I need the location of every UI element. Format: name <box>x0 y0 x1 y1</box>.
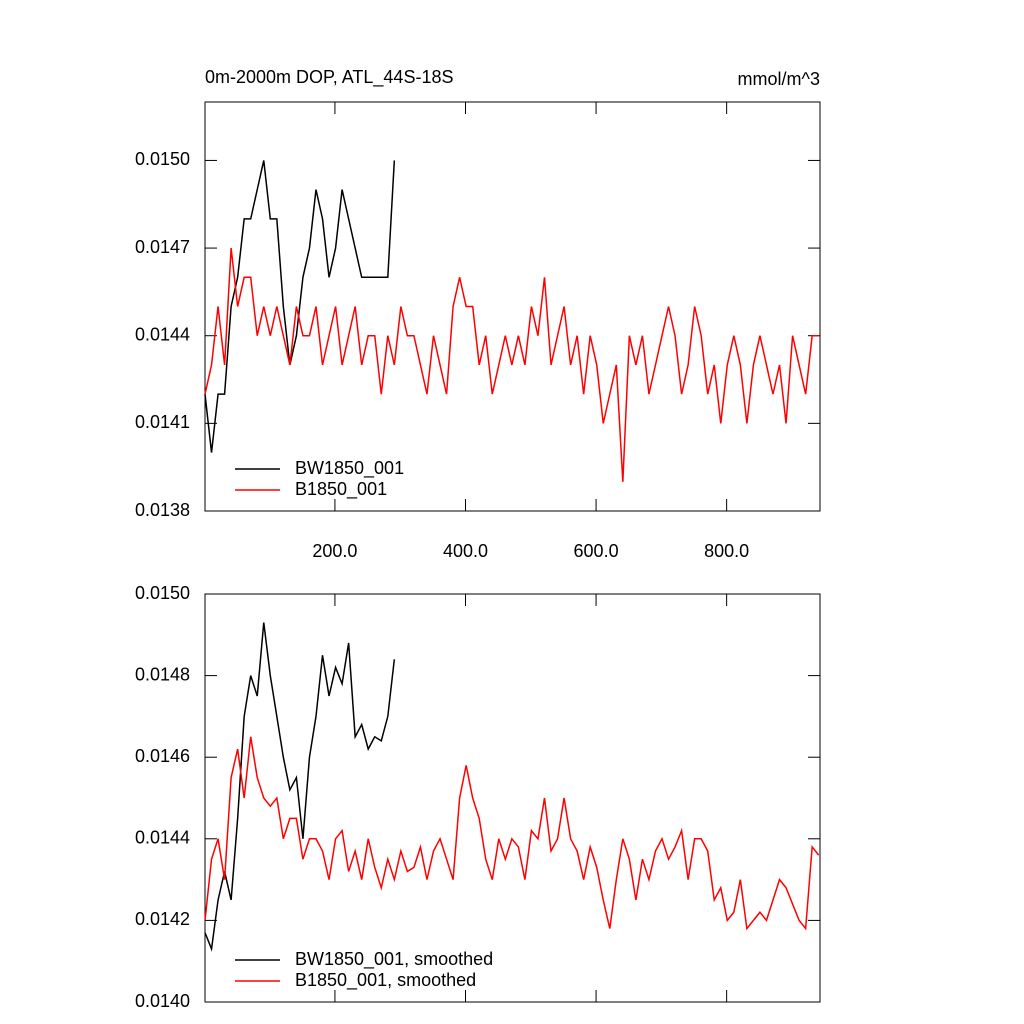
y-tick-label: 0.0150 <box>135 149 190 169</box>
x-tick-label: 600.0 <box>574 541 619 561</box>
plot-frame <box>204 101 821 512</box>
y-tick-label: 0.0142 <box>135 909 190 929</box>
y-tick-label: 0.0148 <box>135 664 190 684</box>
legend-label: B1850_001, smoothed <box>295 970 476 991</box>
legend-label: BW1850_001 <box>295 458 404 479</box>
y-tick-label: 0.0144 <box>135 324 190 344</box>
legend-label: B1850_001 <box>295 479 387 500</box>
series-line <box>204 247 819 482</box>
x-tick-label: 200.0 <box>312 541 357 561</box>
y-tick-label: 0.0138 <box>135 500 190 520</box>
legend-label: BW1850_001, smoothed <box>295 949 493 970</box>
units-label: mmol/m^3 <box>738 69 820 89</box>
x-tick-label: 800.0 <box>704 541 749 561</box>
chart-title: 0m-2000m DOP, ATL_44S-18S <box>205 67 453 88</box>
series-line <box>204 736 820 931</box>
series-line <box>204 622 396 952</box>
x-tick-label: 400.0 <box>443 541 488 561</box>
y-tick-label: 0.0146 <box>135 746 190 766</box>
y-tick-label: 0.0141 <box>135 412 190 432</box>
y-tick-label: 0.0140 <box>135 991 190 1011</box>
plot-frame <box>204 593 821 1003</box>
y-tick-label: 0.0144 <box>135 828 190 848</box>
y-tick-label: 0.0147 <box>135 237 190 257</box>
series-line <box>204 160 396 453</box>
y-tick-label: 0.0150 <box>135 583 190 603</box>
